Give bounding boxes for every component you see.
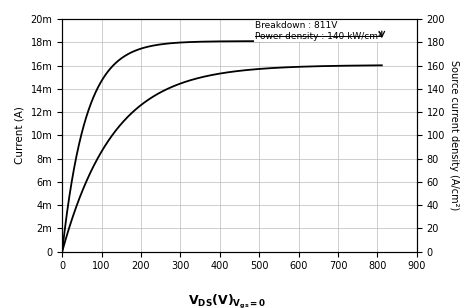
Y-axis label: Current (A): Current (A) xyxy=(15,107,25,164)
Text: $\mathbf{V_{DS}(V)_{V_{gs}=0}}$: $\mathbf{V_{DS}(V)_{V_{gs}=0}}$ xyxy=(188,294,267,308)
Y-axis label: Source current density (A/cm²): Source current density (A/cm²) xyxy=(449,60,459,210)
Text: Breakdown : 811V
Power density : 140 kW/cm²: Breakdown : 811V Power density : 140 kW/… xyxy=(255,21,382,41)
